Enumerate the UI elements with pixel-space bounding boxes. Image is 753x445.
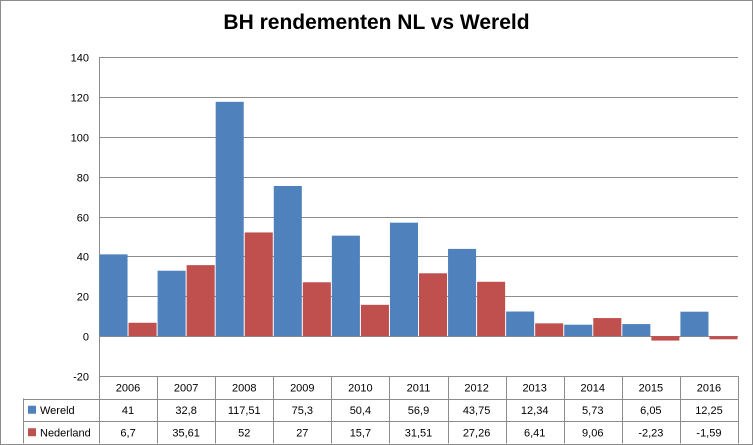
data-label: 27 xyxy=(296,427,308,439)
y-tick-label: 120 xyxy=(71,93,89,105)
data-label: 6,05 xyxy=(640,405,661,417)
bar-wereld-2016 xyxy=(680,311,709,337)
bar-nederland-2011 xyxy=(419,273,448,337)
bar-nederland-2007 xyxy=(186,265,215,337)
bar-nederland-2015 xyxy=(651,336,680,341)
x-tick-label: 2016 xyxy=(697,382,721,394)
bar-nederland-2006 xyxy=(128,322,157,337)
data-label: 43,75 xyxy=(463,405,491,417)
bar-nederland-2014 xyxy=(593,318,622,337)
bar-wereld-2013 xyxy=(506,311,535,337)
x-tick-label: 2007 xyxy=(174,382,198,394)
data-label: 6,41 xyxy=(524,427,545,439)
x-tick-label: 2009 xyxy=(290,382,314,394)
data-label: 117,51 xyxy=(228,405,261,417)
legend-label: Wereld xyxy=(40,405,75,417)
bar-wereld-2008 xyxy=(215,101,244,337)
x-tick-label: 2010 xyxy=(348,382,372,394)
bar-wereld-2010 xyxy=(331,235,360,337)
y-tick-label: 40 xyxy=(77,252,89,264)
data-label: 12,34 xyxy=(521,405,549,417)
y-tick-label: 20 xyxy=(77,292,89,304)
data-label: 9,06 xyxy=(582,427,603,439)
bar-nederland-2013 xyxy=(535,323,564,337)
y-tick-label: 100 xyxy=(71,133,89,145)
x-tick-label: 2015 xyxy=(639,382,663,394)
x-tick-label: 2012 xyxy=(464,382,488,394)
x-tick-label: 2013 xyxy=(522,382,546,394)
legend-label: Nederland xyxy=(40,427,91,439)
bar-wereld-2011 xyxy=(389,222,418,337)
data-label: -1,59 xyxy=(696,427,721,439)
x-tick-label: 2008 xyxy=(232,382,256,394)
bar-nederland-2012 xyxy=(477,281,506,337)
bar-wereld-2009 xyxy=(273,185,302,337)
legend-swatch xyxy=(28,428,36,437)
y-tick-label: 0 xyxy=(83,332,89,344)
data-label: 56,9 xyxy=(408,405,429,417)
data-label: 31,51 xyxy=(405,427,433,439)
x-tick-label: 2014 xyxy=(581,382,605,394)
data-label: 27,26 xyxy=(463,427,491,439)
data-label: 41 xyxy=(122,405,134,417)
data-label: 50,4 xyxy=(350,405,371,417)
data-label: 32,8 xyxy=(175,405,196,417)
chart-title: BH rendementen NL vs Wereld xyxy=(223,11,530,34)
x-tick-label: 2006 xyxy=(116,382,140,394)
bar-wereld-2014 xyxy=(564,324,593,337)
y-tick-label: 140 xyxy=(71,53,89,65)
bar-nederland-2008 xyxy=(244,232,273,337)
data-label: -2,23 xyxy=(638,427,663,439)
data-label: 12,25 xyxy=(695,405,723,417)
data-label: 75,3 xyxy=(292,405,313,417)
bar-wereld-2006 xyxy=(99,254,128,337)
y-tick-label: -20 xyxy=(73,372,89,384)
bar-wereld-2012 xyxy=(448,248,477,337)
bar-wereld-2007 xyxy=(157,270,186,337)
bar-nederland-2010 xyxy=(360,304,389,337)
data-label: 5,73 xyxy=(582,405,603,417)
data-label: 6,7 xyxy=(120,427,135,439)
legend-swatch xyxy=(28,405,36,414)
data-label: 52 xyxy=(238,427,250,439)
y-tick-label: 60 xyxy=(77,213,89,225)
x-tick-label: 2011 xyxy=(407,382,431,394)
data-label: 35,61 xyxy=(172,427,200,439)
bar-nederland-2016 xyxy=(709,336,738,340)
bar-nederland-2009 xyxy=(302,282,331,337)
bar-wereld-2015 xyxy=(622,324,651,337)
data-label: 15,7 xyxy=(350,427,371,439)
y-tick-label: 80 xyxy=(77,173,89,185)
